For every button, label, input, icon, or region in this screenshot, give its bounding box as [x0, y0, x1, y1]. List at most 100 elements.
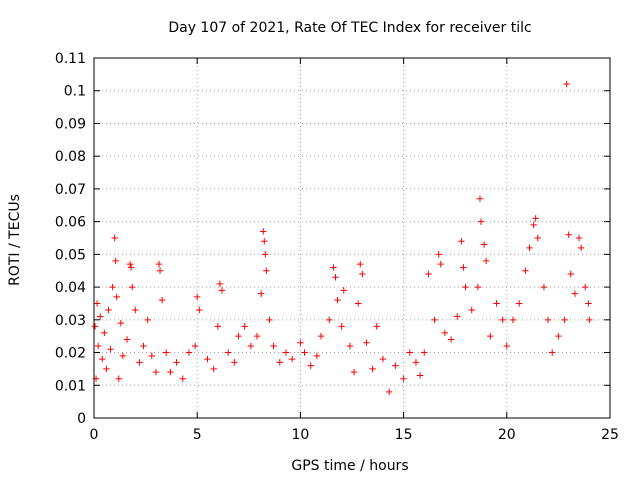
data-point [421, 349, 428, 356]
data-point [263, 267, 270, 274]
data-point [530, 221, 537, 229]
data-point [392, 362, 399, 369]
data-point [196, 306, 203, 314]
data-point [247, 342, 255, 350]
data-point [522, 267, 529, 274]
data-point [549, 349, 556, 356]
data-point [357, 260, 364, 268]
data-point [544, 316, 552, 324]
data-point [385, 388, 393, 396]
data-point [373, 323, 380, 330]
data-point [540, 283, 548, 291]
data-point [167, 368, 174, 376]
data-point [158, 296, 166, 304]
data-point [163, 349, 170, 356]
data-point [266, 316, 273, 324]
data-point [334, 296, 341, 304]
y-tick-label: 0.03 [55, 313, 86, 329]
data-point [460, 264, 467, 271]
y-tick-label: 0.11 [55, 51, 86, 67]
data-point [441, 329, 449, 337]
data-point [499, 316, 506, 324]
plot-frame [93, 57, 611, 419]
data-point [140, 342, 147, 350]
data-point [482, 257, 490, 265]
data-point [297, 339, 304, 346]
data-point [155, 260, 163, 268]
data-point [534, 234, 541, 242]
data-point [313, 352, 321, 360]
data-point [126, 260, 134, 268]
data-point [144, 316, 151, 324]
data-point [330, 264, 337, 271]
data-point [317, 332, 325, 340]
data-point [487, 332, 494, 340]
data-point [276, 359, 283, 366]
data-point [346, 342, 354, 350]
data-point [454, 313, 461, 320]
data-point [101, 329, 108, 337]
data-point [515, 300, 523, 307]
data-point [359, 270, 366, 278]
data-point [179, 375, 186, 382]
data-point [416, 372, 424, 379]
y-tick-label: 0.07 [55, 182, 86, 198]
data-point [458, 238, 465, 245]
data-point [563, 80, 570, 88]
data-point [586, 316, 593, 324]
data-point [437, 260, 444, 268]
data-point [332, 274, 339, 281]
data-point [128, 283, 136, 291]
data-point [191, 342, 199, 350]
data-point [354, 300, 362, 307]
data-point [132, 306, 139, 314]
data-point [148, 352, 155, 360]
data-point [509, 316, 517, 324]
data-point [571, 290, 579, 297]
x-tick-label: 10 [291, 427, 309, 443]
data-point [113, 293, 120, 301]
y-tick-label: 0.06 [55, 215, 86, 231]
data-point [575, 234, 583, 242]
data-point [123, 336, 131, 343]
data-point [400, 375, 407, 382]
data-point [340, 287, 347, 294]
data-point [307, 362, 314, 369]
y-tick-label: 0.09 [55, 116, 86, 132]
data-point [194, 293, 201, 301]
data-point [204, 355, 211, 363]
y-tick-label: 0 [77, 411, 86, 427]
data-point [493, 300, 500, 307]
data-point [214, 323, 222, 330]
data-point [94, 342, 102, 350]
data-point [253, 332, 261, 340]
data-point [474, 283, 482, 291]
data-point [112, 257, 119, 265]
data-point [119, 352, 127, 360]
data-point [288, 355, 296, 363]
data-point [425, 270, 432, 278]
data-point [526, 244, 533, 252]
data-point [224, 349, 232, 356]
data-point [379, 355, 387, 363]
data-point [462, 283, 469, 291]
data-point [185, 349, 193, 356]
data-point [105, 306, 112, 314]
x-axis-label: GPS time / hours [291, 458, 408, 474]
data-point [270, 342, 277, 350]
data-point [127, 264, 135, 271]
data-point [96, 313, 104, 320]
data-point [412, 359, 420, 366]
data-point [156, 267, 164, 274]
scatter-points [91, 80, 593, 396]
data-point [93, 300, 101, 307]
data-point [561, 316, 568, 324]
data-point [350, 368, 358, 376]
data-point [231, 359, 238, 366]
x-tick-label: 15 [395, 427, 413, 443]
y-axis-label: ROTI / TECUs [7, 194, 23, 286]
data-point [585, 300, 592, 307]
y-axis-ticks: 0 0.01 0.02 0.03 0.04 0.05 0.06 0.07 0.08 0.09 0.1… [55, 51, 610, 427]
y-tick-label: 0.1 [64, 84, 86, 100]
